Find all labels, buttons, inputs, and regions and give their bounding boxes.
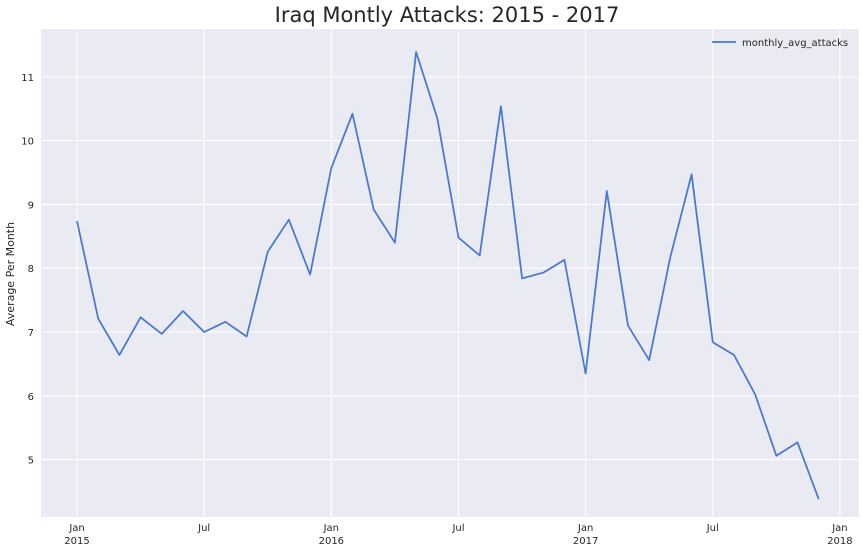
y-tick-label: 9 — [28, 200, 34, 211]
y-tick-label: 6 — [28, 392, 34, 403]
x-tick-year-label: 2017 — [573, 536, 598, 547]
y-tick-label: 5 — [28, 456, 34, 467]
x-tick-year-label: 2018 — [827, 536, 852, 547]
series-layer — [76, 51, 820, 500]
y-tick-label: 8 — [28, 264, 34, 275]
x-tick-label: Jan — [831, 523, 847, 534]
x-tick-label: Jan — [577, 523, 593, 534]
legend-label: monthly_avg_attacks — [742, 38, 848, 49]
series-line-monthly_avg_attacks — [76, 51, 820, 500]
grid — [41, 29, 859, 517]
y-axis-label: Average Per Month — [4, 222, 17, 326]
x-tick-year-label: 2015 — [64, 536, 89, 547]
x-tick-label: Jul — [706, 523, 719, 534]
x-axis-ticks: Jan 2015 Jul Jan 2016 Jul Jan 2017 Jul Jan 2018 — [64, 523, 852, 547]
x-tick-label: Jul — [197, 523, 210, 534]
y-tick-label: 7 — [28, 328, 34, 339]
y-tick-label: 11 — [21, 73, 34, 84]
y-tick-label: 10 — [21, 137, 34, 148]
legend: monthly_avg_attacks — [712, 38, 848, 49]
y-axis-ticks: 5 6 7 8 9 10 11 — [21, 73, 34, 467]
x-tick-label: Jan — [68, 523, 84, 534]
x-tick-label: Jan — [323, 523, 339, 534]
plot-area — [41, 29, 859, 517]
chart-title: Iraq Montly Attacks: 2015 - 2017 — [275, 3, 620, 27]
x-tick-year-label: 2016 — [319, 536, 344, 547]
x-tick-label: Jul — [451, 523, 464, 534]
